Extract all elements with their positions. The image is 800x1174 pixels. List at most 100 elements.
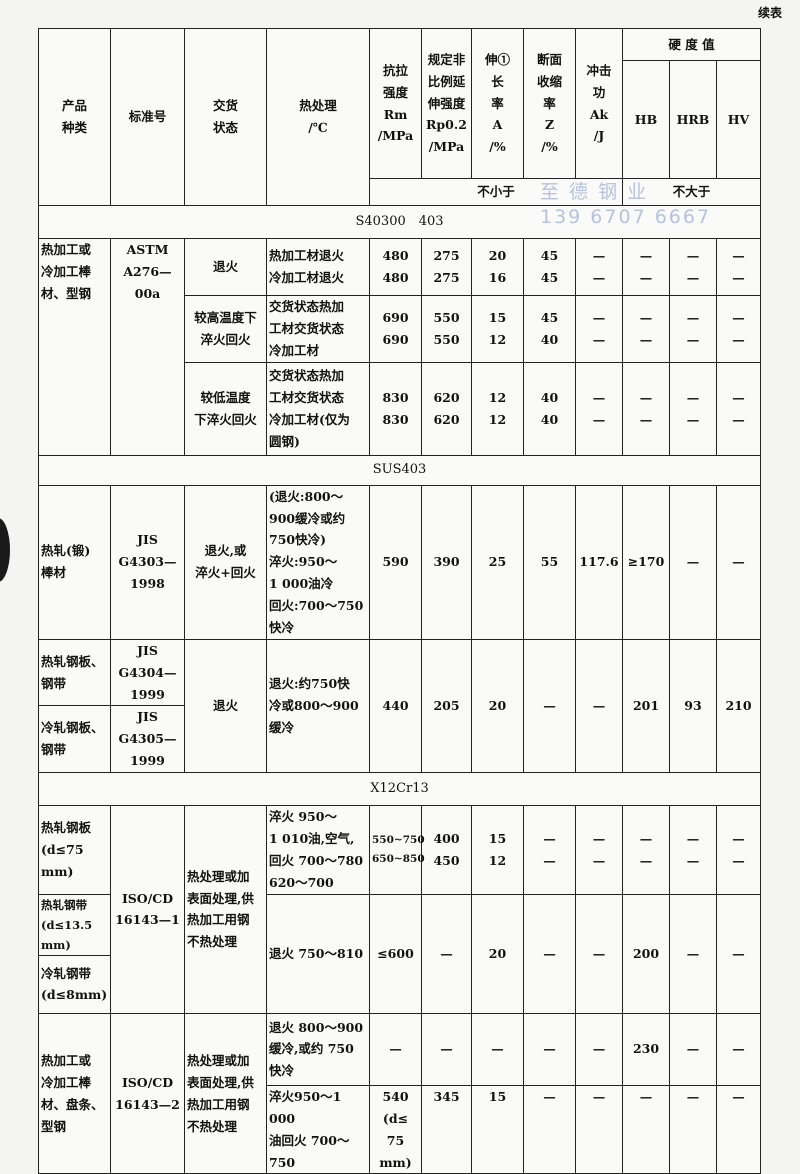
z-cell: 40 40 (523, 361, 576, 456)
heat-cell: (退火:800～ 900缓冷或约 750快冷) 淬火:950～ 1 000油冷 … (266, 484, 370, 640)
z-cell: — — (523, 805, 576, 895)
ak-cell: 117.6 (575, 484, 623, 640)
section-grade: SUS403 (37, 454, 762, 486)
hb-cell: 200 (622, 893, 670, 1014)
a-cell: 20 (471, 638, 524, 774)
rm-cell: 690 690 (369, 295, 422, 363)
z-cell: 55 (523, 484, 576, 640)
a-cell: 15 12 (471, 295, 524, 363)
heat-cell: 退火 750～810 (266, 893, 370, 1014)
hv-cell: 210 (715, 638, 762, 774)
a-cell: 20 (471, 893, 524, 1014)
hv-cell: — — (715, 805, 762, 895)
product-cell: 热加工或 冷加工棒 材、盘条、 型钢 (38, 1012, 111, 1174)
hrb-cell: — (669, 1012, 717, 1086)
steel-properties-table: 产品 种类 标准号 交货 状态 热处理 /℃ 抗拉 强度 Rm /MPa 规定非… (37, 28, 762, 1174)
standard-cell: JIS G4305—1999 (110, 705, 185, 773)
header-elongation: 伸① 长 率 A /% (471, 28, 524, 179)
rp-cell: 205 (421, 638, 472, 774)
heat-cell: 退火 800～900 缓冷,或约 750 快冷 (266, 1012, 370, 1086)
ak-cell: — (575, 893, 623, 1014)
ak-cell: — (575, 638, 623, 774)
hv-cell: — (715, 893, 762, 1014)
hb-cell: ≥170 (622, 484, 670, 640)
rp-cell: 400 450 (421, 805, 472, 895)
heat-cell: 交货状态热加 工材交货状态 冷加工材 (266, 295, 370, 363)
hv-cell: — (715, 1012, 762, 1086)
header-standard: 标准号 (110, 28, 185, 206)
page-edge-shadow (0, 518, 10, 582)
hb-cell: 230 (622, 1012, 670, 1086)
hrb-cell: — (669, 484, 717, 640)
hrb-cell: — (669, 893, 717, 1014)
delivery-cell: 退火 (184, 638, 267, 774)
rp-cell: — (421, 893, 472, 1014)
product-cell: 热轧(锻) 棒材 (38, 484, 111, 640)
header-delivery: 交货 状态 (184, 28, 267, 206)
section-grade: S40300 403 (37, 205, 762, 239)
rm-cell: ≤600 (369, 893, 422, 1014)
delivery-cell: 退火 (184, 238, 267, 296)
heat-cell: 交货状态热加 工材交货状态 冷加工材(仅为 圆钢) (266, 361, 370, 456)
product-cell: 冷轧钢板、 钢带 (38, 705, 111, 773)
z-cell: — (523, 1012, 576, 1086)
product-cell: 热轧钢板、 钢带 (38, 638, 111, 707)
hv-cell: — — (715, 238, 762, 296)
z-cell: — (523, 893, 576, 1014)
delivery-cell: 较低温度 下淬火回火 (184, 361, 267, 456)
product-cell: 热轧钢带 (d≤13.5 mm) (38, 893, 111, 956)
hb-cell: 201 (622, 638, 670, 774)
heat-cell: 退火:约750快 冷或800～900 缓冷 (266, 638, 370, 774)
hb-cell: — — (622, 238, 670, 296)
section-grade: X12Cr13 (37, 772, 762, 806)
header-product: 产品 种类 (38, 28, 111, 206)
continued-label: 续表 (757, 6, 782, 20)
rp-cell: 550 550 (421, 295, 472, 363)
header-hardness: 硬 度 值 (621, 28, 762, 61)
a-cell: 20 16 (471, 238, 524, 296)
hrb-cell: — — (669, 295, 717, 363)
product-cell: 冷轧钢带 (d≤8mm) (38, 954, 111, 1014)
z-cell: — (523, 638, 576, 774)
rp-cell: 620 620 (421, 361, 472, 456)
standard-cell: ISO/CD 16143—2 (110, 1012, 185, 1174)
hv-cell: — (715, 484, 762, 640)
delivery-cell: 退火,或 淬火+回火 (184, 484, 267, 640)
z-cell: 45 40 (523, 295, 576, 363)
hv-cell: — — (715, 295, 762, 363)
header-hv: HV (715, 60, 762, 179)
hrb-cell: — — (669, 361, 717, 456)
ak-cell: — — (575, 295, 623, 363)
rm-cell: 440 (369, 638, 422, 774)
hrb-cell: — — (669, 805, 717, 895)
header-heat-treatment: 热处理 /℃ (266, 28, 370, 206)
standard-cell: ASTM A276—00a (110, 238, 185, 456)
delivery-cell: 热处理或加 表面处理,供 热加工用钢 不热处理 (184, 1012, 267, 1174)
ak-cell: — (575, 1012, 623, 1086)
hb-cell: — — (622, 295, 670, 363)
header-hrb: HRB (669, 60, 717, 179)
hrb-cell: 93 (669, 638, 717, 774)
standard-cell: ISO/CD 16143—1 (110, 805, 185, 1014)
ak-cell: — — (575, 361, 623, 456)
ak-cell: — — (575, 805, 623, 895)
hrb-cell: — — (669, 238, 717, 296)
header-not-more: 不大于 (621, 178, 762, 206)
header-impact: 冲击 功 Ak /J (575, 28, 623, 179)
z-cell: 45 45 (523, 238, 576, 296)
rm-cell: 480 480 (369, 238, 422, 296)
header-yield: 规定非 比例延 伸强度 Rp0.2 /MPa (421, 28, 472, 179)
a-cell: 25 (471, 484, 524, 640)
rp-cell: 275 275 (421, 238, 472, 296)
a-cell: 15 12 (471, 805, 524, 895)
standard-cell: JIS G4304—1999 (110, 638, 185, 707)
hv-cell: — — (715, 361, 762, 456)
rm-cell: — (369, 1012, 422, 1086)
header-hb: HB (622, 60, 670, 179)
hb-cell: — — (622, 361, 670, 456)
heat-cell: 热加工材退火 冷加工材退火 (266, 238, 370, 296)
product-cell: 热加工或 冷加工棒 材、型钢 (38, 238, 111, 456)
header-reduction: 断面 收缩 率 Z /% (523, 28, 576, 179)
product-cell: 热轧钢板 (d≤75 mm) (38, 805, 111, 895)
standard-cell: JIS G4303—1998 (110, 484, 185, 640)
